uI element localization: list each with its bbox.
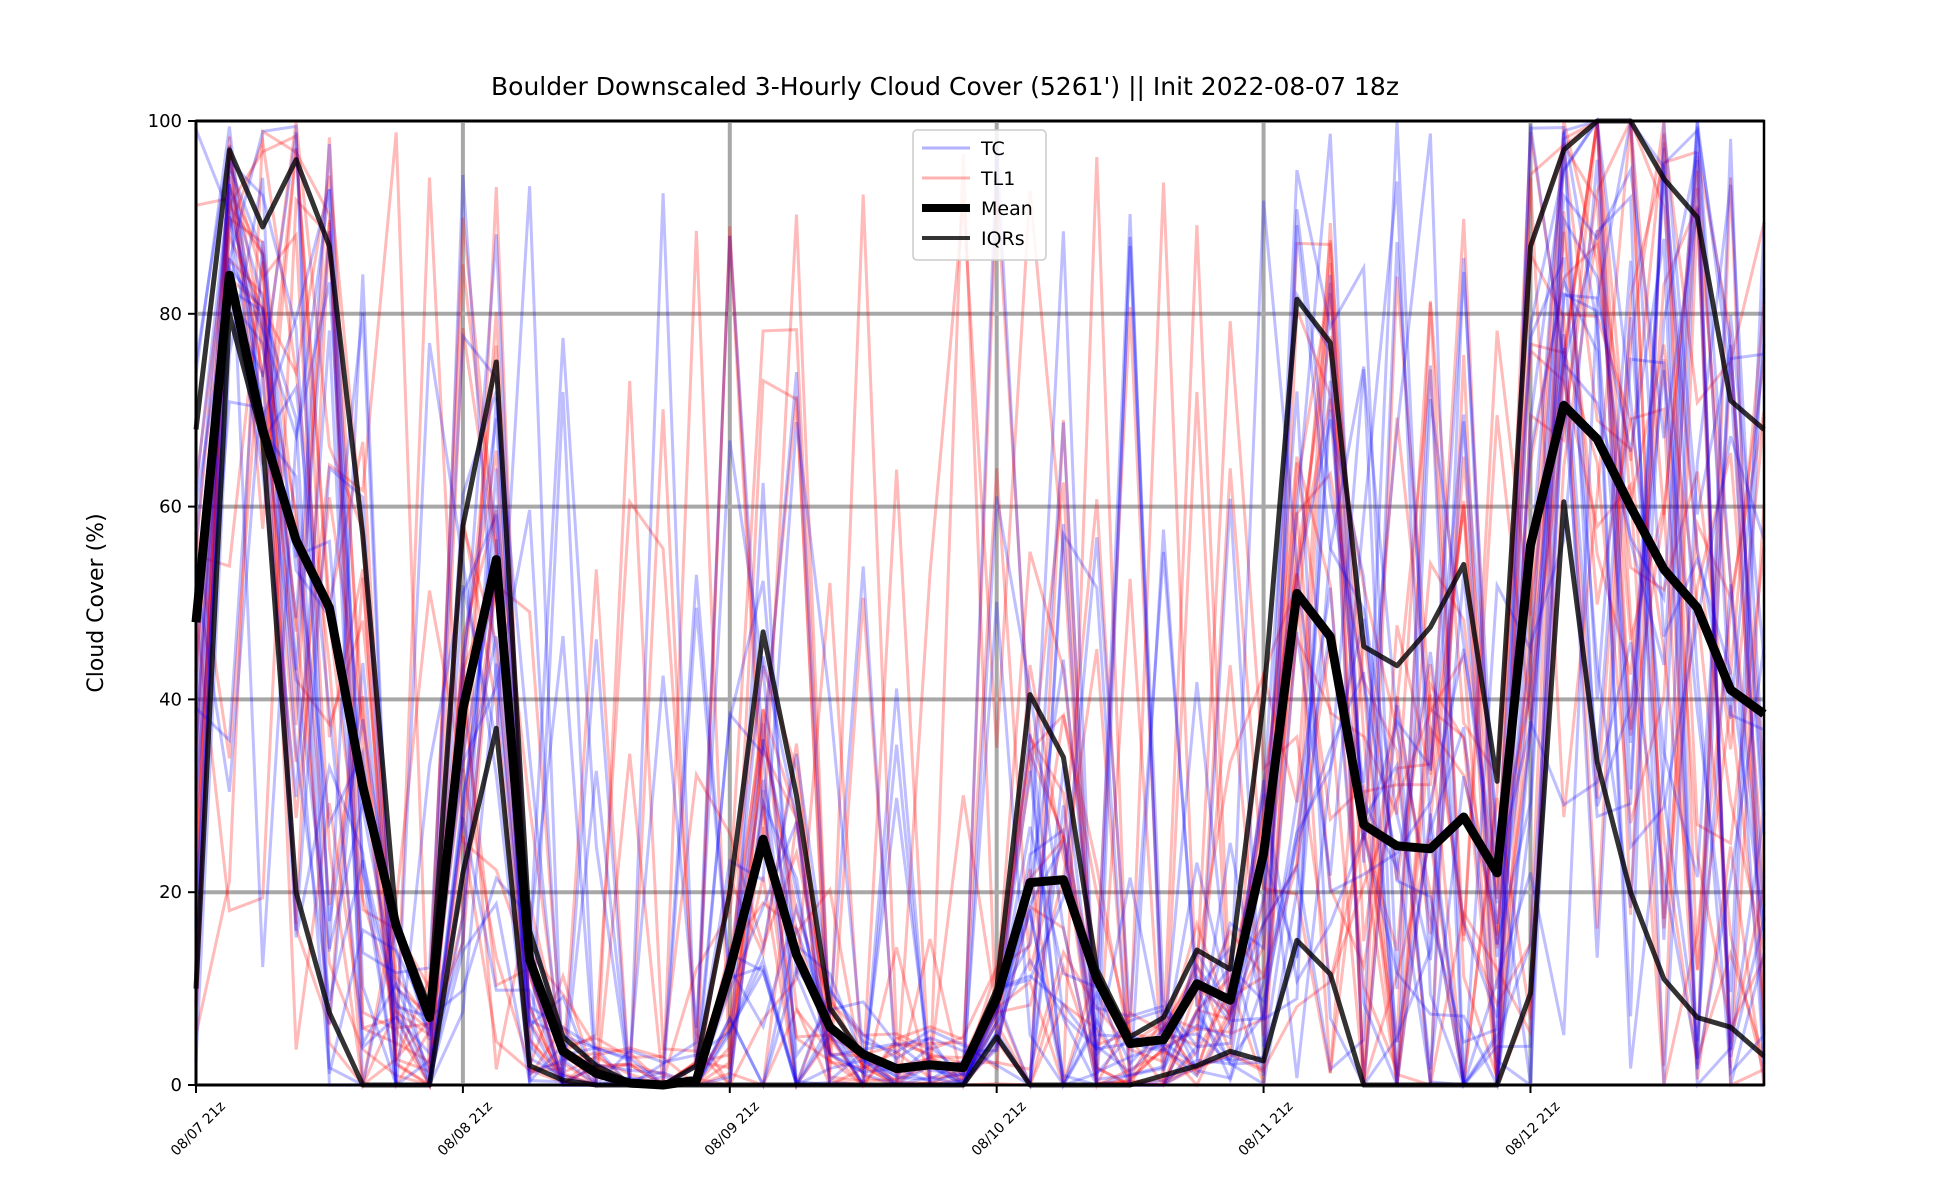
x-tick-label: 08/08 21z: [435, 1099, 496, 1160]
tl1-member-line: [194, 120, 1766, 1091]
legend-label-mean: Mean: [981, 198, 1033, 220]
tl1-member-line: [194, 118, 1766, 1090]
mean-line: [191, 270, 1767, 1090]
y-tick-label: 100: [148, 111, 182, 132]
legend-label-tl1: TL1: [980, 168, 1015, 190]
plot-frame: [194, 119, 1766, 1087]
tl1-member-line: [194, 148, 1766, 1087]
tc-member-line: [194, 127, 1766, 1087]
legend-box: [912, 129, 1047, 261]
y-tick-label: 20: [159, 882, 182, 903]
y-axis: 0 20 40 60 80 100: [148, 111, 196, 1096]
tc-member-line: [194, 120, 1765, 1090]
tc-member-line: [194, 125, 1766, 1087]
iqr-lower-line: [193, 311, 1766, 1088]
y-tick-label: 80: [159, 304, 182, 325]
x-tick-label: 08/09 21z: [702, 1099, 763, 1160]
x-tick-label: 08/11 21z: [1236, 1099, 1297, 1160]
legend-label-iqrs: IQRs: [981, 228, 1025, 250]
tc-member-line: [194, 119, 1766, 1089]
x-axis: 08/07 21z 08/08 21z 08/09 21z 08/10 21z 08/1…: [168, 1085, 1563, 1159]
statistics-lines: [191, 118, 1767, 1090]
y-tick-label: 60: [159, 497, 182, 518]
tl1-member-line: [194, 200, 1766, 1090]
legend-label-tc: TC: [980, 138, 1005, 160]
x-tick-label: 08/10 21z: [969, 1099, 1030, 1160]
legend: TC TL1 Mean IQRs: [912, 129, 1047, 261]
x-tick-label: 08/12 21z: [1503, 1099, 1564, 1160]
x-tick-label: 08/07 21z: [168, 1099, 229, 1160]
chart-title: Boulder Downscaled 3-Hourly Cloud Cover …: [491, 72, 1399, 101]
tc-member-line: [194, 164, 1766, 1089]
y-tick-label: 0: [171, 1075, 182, 1096]
y-tick-label: 40: [159, 689, 182, 710]
y-axis-label: Cloud Cover (%): [84, 513, 109, 692]
